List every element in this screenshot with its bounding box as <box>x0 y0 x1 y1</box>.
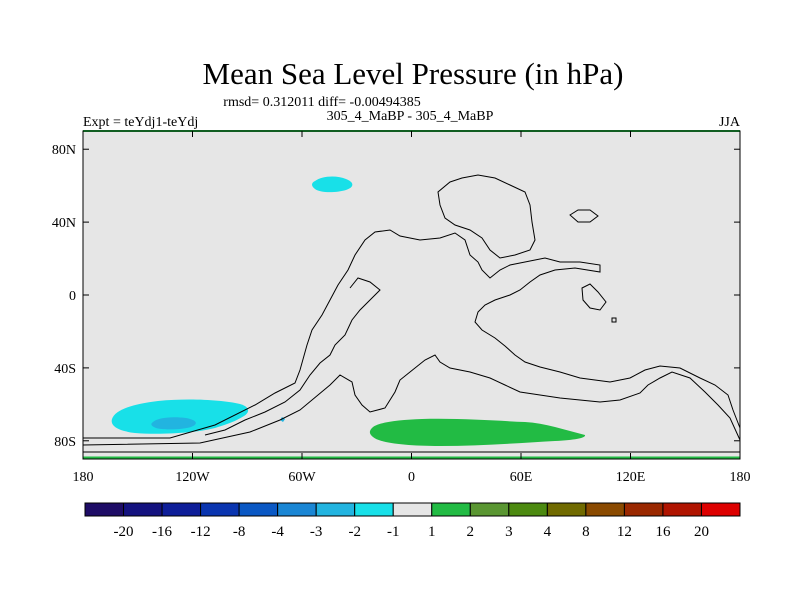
experiment-label: Expt = teYdj1-teYdj <box>83 115 198 130</box>
colorbar-swatch <box>431 502 471 517</box>
landmass-inner-outline <box>204 277 381 436</box>
colorbar-label: -12 <box>191 524 211 540</box>
arctic-low-region <box>312 176 353 193</box>
colorbar-label: 3 <box>505 524 513 540</box>
x-axis: 180 120W 60W 0 60E 120E 180 <box>73 131 751 485</box>
comparison-label: 305_4_MaBP - 305_4_MaBP <box>327 109 494 124</box>
colorbar-label: -2 <box>348 524 361 540</box>
y-tick-label: 40N <box>52 216 76 231</box>
contour-fills <box>111 176 586 446</box>
colorbar-swatch <box>200 502 240 517</box>
colorbar-label: -1 <box>387 524 400 540</box>
x-tick-label: 180 <box>730 470 751 485</box>
southern-coast-outline <box>82 354 741 446</box>
x-tick-label: 180 <box>73 470 94 485</box>
colorbar-swatch <box>315 502 356 517</box>
colorbar-swatch <box>123 502 163 517</box>
north-peninsula-outline <box>437 174 536 259</box>
colorbar-label: -20 <box>114 524 134 540</box>
colorbar-label: -4 <box>271 524 284 540</box>
colorbar-label: -16 <box>152 524 172 540</box>
colorbar-swatch <box>238 502 279 517</box>
chart-title: Mean Sea Level Pressure (in hPa) <box>203 56 624 91</box>
small-islands-outline <box>581 283 617 323</box>
colorbar-label: 16 <box>655 524 671 540</box>
colorbar-swatch <box>161 502 202 517</box>
colorbar-swatch <box>546 502 587 517</box>
colorbar-swatch <box>585 502 625 517</box>
colorbar-label: 12 <box>617 524 632 540</box>
y-tick-label: 80N <box>52 143 76 158</box>
season-label: JJA <box>719 115 741 130</box>
y-tick-label: 40S <box>54 362 76 377</box>
colorbar-swatch <box>700 502 741 517</box>
south-pacific-core-region <box>151 417 196 430</box>
x-tick-label: 120W <box>175 470 210 485</box>
colorbar-label: 8 <box>582 524 590 540</box>
y-tick-label: 80S <box>54 435 76 450</box>
colorbar-label: 2 <box>467 524 475 540</box>
x-tick-label: 60E <box>510 470 533 485</box>
colorbar-label: 1 <box>428 524 436 540</box>
x-tick-label: 60W <box>288 470 316 485</box>
continent-outlines <box>82 174 741 453</box>
colorbar-label: -8 <box>233 524 246 540</box>
colorbar-swatch <box>662 502 702 517</box>
y-tick-label: 0 <box>69 289 76 304</box>
colorbar-swatch <box>392 502 433 517</box>
colorbar-label: 4 <box>544 524 552 540</box>
colorbar-swatch <box>469 502 510 517</box>
landmass-main-outline <box>83 229 741 439</box>
x-tick-label: 120E <box>616 470 646 485</box>
colorbar-swatch <box>508 502 548 517</box>
colorbar-label: -3 <box>310 524 323 540</box>
colorbar-swatch <box>623 502 664 517</box>
colorbar: -20 -16 -12 -8 -4 -3 -2 -1 1 2 3 4 8 12 16 20 <box>84 502 741 540</box>
colorbar-label: 20 <box>694 524 709 540</box>
x-tick-label: 0 <box>408 470 415 485</box>
colorbar-swatch <box>277 502 317 517</box>
colorbar-swatch <box>84 502 125 517</box>
eastern-island-outline <box>569 209 599 223</box>
stats-label: rmsd= 0.312011 diff= -0.00494385 <box>223 95 420 110</box>
colorbar-swatch <box>354 502 394 517</box>
southern-ocean-high-region <box>369 418 586 446</box>
y-axis: 80N 40N 0 40S 80S <box>52 143 740 450</box>
